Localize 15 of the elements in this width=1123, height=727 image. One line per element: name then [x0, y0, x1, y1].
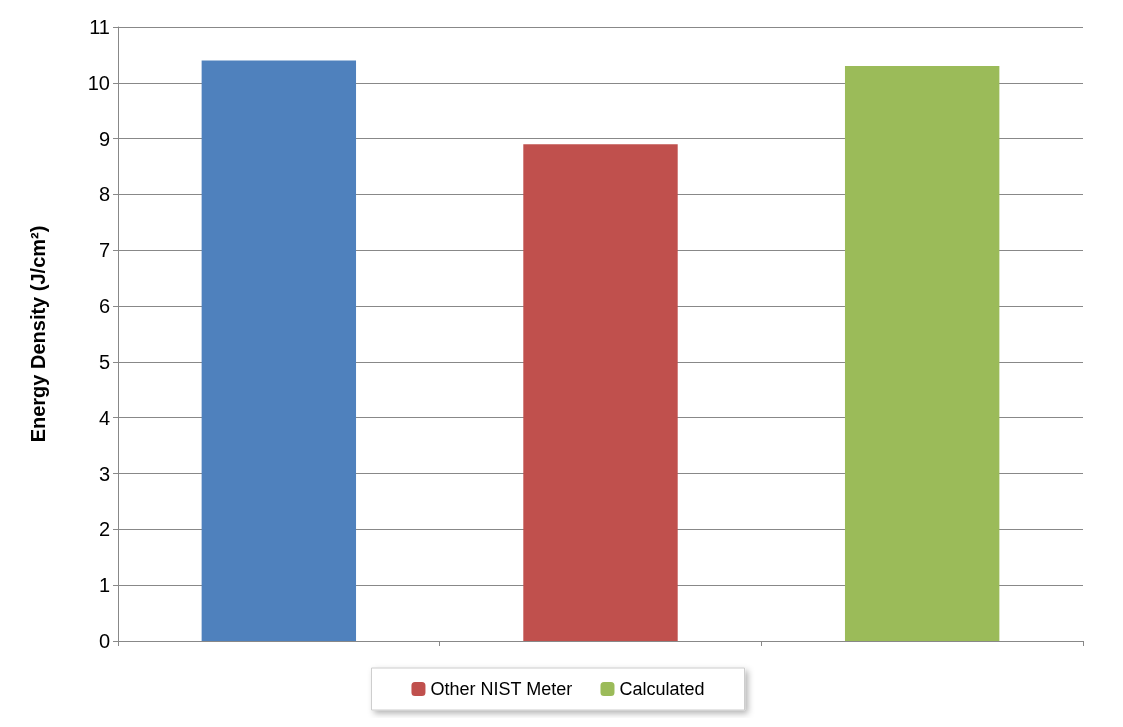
legend-label: Calculated	[619, 679, 705, 699]
y-tick-label: 6	[98, 295, 110, 318]
y-tick-label: 1	[98, 574, 110, 597]
y-tick-label: 10	[87, 71, 110, 94]
y-tick-label: 7	[98, 239, 110, 262]
y-tick-label: 5	[98, 350, 110, 373]
legend-label: Other NIST Meter	[430, 679, 573, 699]
y-tick-label: 8	[98, 183, 110, 206]
y-tick-label: 4	[98, 406, 110, 429]
y-tick-label: 2	[98, 518, 110, 541]
y-tick-label: 0	[98, 630, 110, 652]
y-tick-label: 11	[89, 16, 110, 38]
y-axis-title: Energy Density (J/cm²)	[27, 225, 49, 443]
y-tick-label: 3	[98, 462, 110, 485]
y-tick-label: 9	[98, 127, 110, 150]
